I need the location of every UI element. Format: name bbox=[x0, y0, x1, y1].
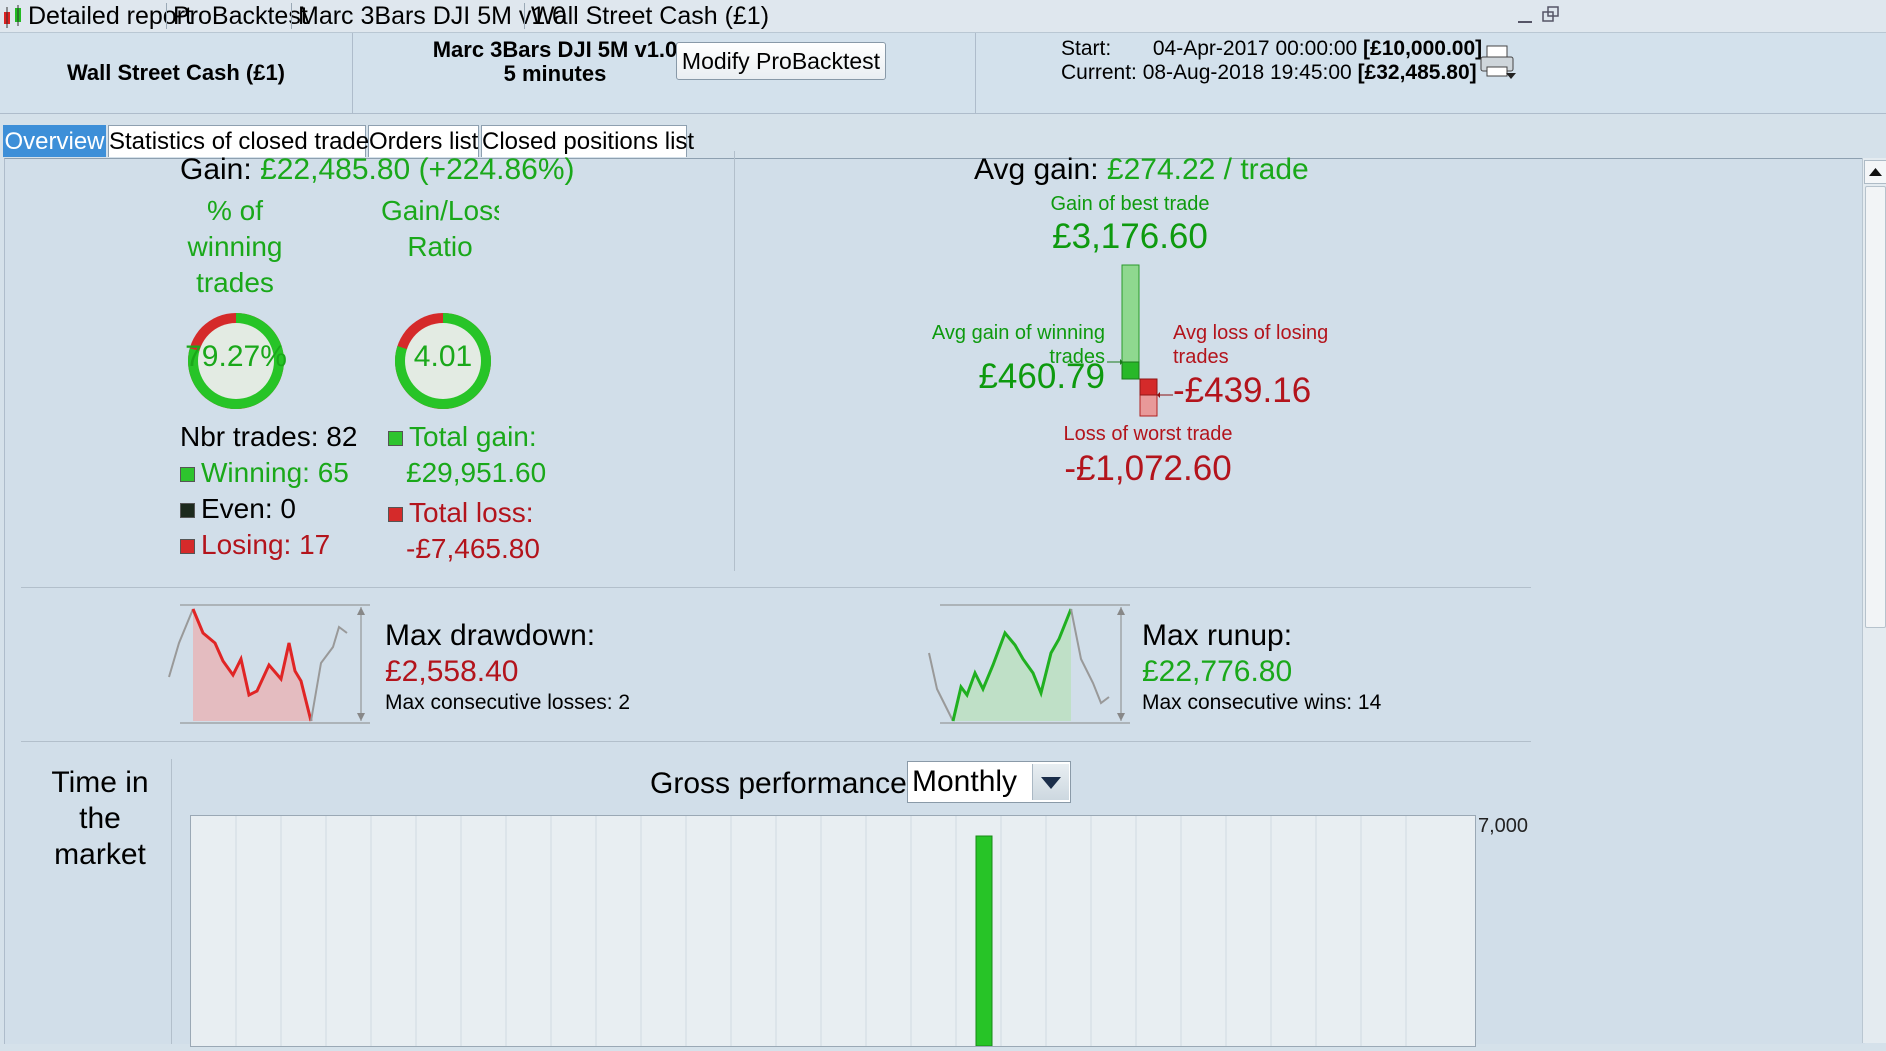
max-drawdown-value: £2,558.40 bbox=[385, 655, 519, 688]
time-in-market-label: Time in the market bbox=[51, 766, 149, 871]
max-runup-value: £22,776.80 bbox=[1142, 655, 1293, 688]
worst-trade-label: Loss of worst trade bbox=[1063, 423, 1233, 445]
gain-line: Gain: £22,485.80 (+224.86%) bbox=[180, 153, 575, 187]
header-timeframe: 5 minutes bbox=[503, 61, 607, 86]
avg-loss-bar bbox=[1139, 378, 1158, 396]
y-tick-top: 7,000 bbox=[1478, 815, 1529, 837]
current-capital: [£32,485.80] bbox=[1357, 61, 1477, 84]
gross-performance-bar bbox=[975, 835, 993, 1047]
header-instrument: Wall Street Cash (£1) bbox=[66, 60, 286, 85]
chevron-down-icon[interactable] bbox=[1032, 764, 1069, 800]
gross-performance-chart bbox=[190, 815, 1476, 1047]
max-consecutive-losses: Max consecutive losses: 2 bbox=[385, 691, 631, 714]
best-trade-value: £3,176.60 bbox=[1052, 217, 1208, 256]
runup-chart bbox=[925, 603, 1135, 729]
win-pct-donut: 79.27% bbox=[182, 307, 290, 415]
current-row: Current: 08-Aug-2018 19:45:00 [£32,485.8… bbox=[1061, 61, 1477, 85]
start-capital: [£10,000.00] bbox=[1363, 37, 1483, 60]
total-gain-block: Total gain: £29,951.60 bbox=[388, 419, 546, 491]
trade-extremes-bars bbox=[1105, 259, 1177, 419]
total-loss-block: Total loss: -£7,465.80 bbox=[388, 495, 540, 567]
even-legend-icon bbox=[180, 503, 195, 519]
gain-percent: (+224.86%) bbox=[418, 153, 575, 186]
even-count: Even: 0 bbox=[201, 493, 296, 524]
tab-orders-list[interactable]: Orders list bbox=[368, 125, 479, 157]
printer-icon[interactable] bbox=[1478, 43, 1518, 83]
minimize-icon[interactable] bbox=[1516, 8, 1534, 26]
avg-loss-value: -£439.16 bbox=[1173, 371, 1312, 410]
start-date: 04-Apr-2017 00:00:00 bbox=[1152, 37, 1358, 60]
modify-probacktest-button[interactable]: Modify ProBacktest bbox=[676, 42, 886, 80]
window-titlebar: Detailed report ProBacktest Marc 3Bars D… bbox=[0, 0, 1886, 33]
current-label: Current: bbox=[1061, 61, 1137, 84]
scroll-up-icon[interactable] bbox=[1864, 160, 1886, 184]
app-candle-icon bbox=[2, 4, 24, 30]
crumb-detailed-report: Detailed report bbox=[28, 2, 192, 30]
start-label: Start: bbox=[1061, 37, 1112, 60]
avg-gain-label: Avg gain: bbox=[974, 153, 1099, 186]
period-select-value: Monthly bbox=[912, 765, 1018, 798]
nbr-trades: Nbr trades: 82 bbox=[180, 421, 358, 452]
avg-win-value: £460.79 bbox=[978, 357, 1105, 396]
best-trade-label: Gain of best trade bbox=[1050, 193, 1210, 215]
header-strategy-name: Marc 3Bars DJI 5M v1.0 bbox=[432, 37, 678, 62]
gain-label: Gain: bbox=[180, 153, 252, 186]
crumb-strategy: Marc 3Bars DJI 5M v1.0 bbox=[298, 2, 567, 30]
gl-ratio-donut: 4.01 bbox=[389, 307, 497, 415]
start-row: Start: 04-Apr-2017 00:00:00 [£10,000.00] bbox=[1061, 37, 1482, 61]
overview-panel: Gain: £22,485.80 (+224.86%) % of winning… bbox=[4, 151, 1865, 1047]
period-select[interactable]: Monthly bbox=[907, 761, 1071, 803]
total-loss-icon bbox=[388, 507, 403, 523]
avg-gain-value: £274.22 / trade bbox=[1106, 153, 1309, 186]
total-gain-label: Total gain: bbox=[409, 421, 537, 452]
winning-legend-icon bbox=[180, 467, 195, 483]
total-gain-icon bbox=[388, 431, 403, 447]
win-pct-value: 79.27% bbox=[185, 340, 287, 373]
restore-icon[interactable] bbox=[1540, 4, 1562, 26]
crumb-instrument: Wall Street Cash (£1) bbox=[531, 2, 770, 30]
report-tabs: Overview Statistics of closed trades Ord… bbox=[0, 125, 1886, 159]
crumb-probacktest: ProBacktest bbox=[173, 2, 308, 30]
scroll-thumb[interactable] bbox=[1865, 186, 1886, 628]
vertical-scrollbar[interactable] bbox=[1862, 158, 1886, 1043]
winning-count: Winning: 65 bbox=[201, 457, 349, 488]
trade-counts: Nbr trades: 82 Winning: 65 Even: 0 Losin… bbox=[180, 419, 357, 563]
avg-loss-label: Avg loss of losing trades bbox=[1173, 322, 1329, 368]
avg-win-bar bbox=[1121, 361, 1140, 380]
gl-ratio-value: 4.01 bbox=[413, 340, 473, 373]
losing-legend-icon bbox=[180, 539, 195, 555]
tab-closed-positions-list[interactable]: Closed positions list bbox=[481, 125, 694, 157]
current-date: 08-Aug-2018 19:45:00 bbox=[1142, 61, 1352, 84]
report-header: Wall Street Cash (£1) Marc 3Bars DJI 5M … bbox=[0, 33, 1886, 114]
total-loss-label: Total loss: bbox=[409, 497, 534, 528]
max-drawdown-label: Max drawdown: bbox=[385, 619, 596, 652]
losing-count: Losing: 17 bbox=[201, 529, 331, 560]
max-runup-label: Max runup: bbox=[1142, 619, 1293, 652]
avg-win-label: Avg gain of winning trades bbox=[931, 322, 1105, 368]
tab-overview[interactable]: Overview bbox=[3, 125, 106, 157]
gain-value: £22,485.80 bbox=[260, 153, 411, 186]
drawdown-chart bbox=[165, 603, 375, 729]
gl-ratio-label: Gain/Loss Ratio bbox=[381, 195, 499, 262]
win-pct-label: % of winning trades bbox=[187, 195, 283, 298]
total-loss-value: -£7,465.80 bbox=[406, 533, 540, 564]
total-gain-value: £29,951.60 bbox=[406, 457, 547, 488]
tab-statistics-closed-trades[interactable]: Statistics of closed trades bbox=[108, 125, 381, 157]
worst-trade-value: -£1,072.60 bbox=[1064, 449, 1232, 488]
max-consecutive-wins: Max consecutive wins: 14 bbox=[1142, 691, 1382, 714]
gross-performance-label: Gross performance bbox=[650, 767, 907, 800]
avg-gain-line: Avg gain: £274.22 / trade bbox=[974, 153, 1309, 187]
